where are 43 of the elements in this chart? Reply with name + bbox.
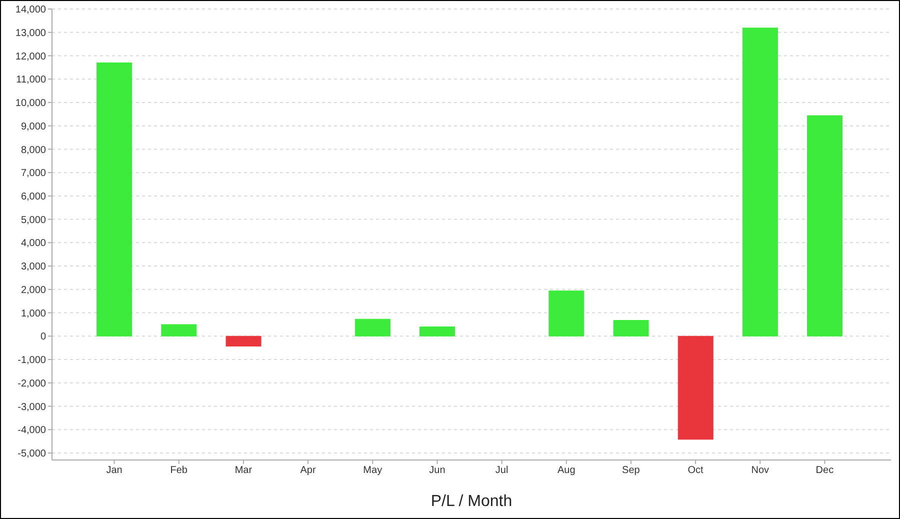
y-tick-label: 10,000 <box>15 98 46 110</box>
bar <box>613 320 649 336</box>
y-tick-label: 6,000 <box>20 191 46 202</box>
x-tick-label: Mar <box>234 465 253 476</box>
y-tick-label: 4,000 <box>20 238 46 250</box>
y-tick-label: 3,000 <box>20 262 46 273</box>
y-tick-label: 14,000 <box>15 4 46 16</box>
y-tick-label: 13,000 <box>15 28 46 39</box>
y-tick-label: 7,000 <box>20 168 46 180</box>
bar <box>678 336 714 440</box>
bar <box>807 115 843 336</box>
y-tick-label: 0 <box>40 332 46 343</box>
x-tick-label: Aug <box>557 465 576 476</box>
x-tick-label: Jul <box>495 465 508 476</box>
bar <box>96 62 132 336</box>
bar <box>161 324 197 336</box>
x-tick-label: Jan <box>106 465 122 476</box>
y-tick-label: -3,000 <box>18 402 46 413</box>
bar <box>420 326 456 336</box>
y-tick-label: -4,000 <box>18 425 46 436</box>
y-tick-label: -2,000 <box>18 378 46 390</box>
y-tick-label: 12,000 <box>15 51 46 62</box>
y-tick-label: 1,000 <box>20 308 46 320</box>
y-tick-label: -5,000 <box>18 448 46 460</box>
y-tick-label: 5,000 <box>20 214 46 226</box>
y-tick-label: 11,000 <box>16 74 46 86</box>
x-tick-label: Apr <box>300 465 316 476</box>
bar <box>226 336 262 346</box>
y-tick-label: 2,000 <box>20 284 46 296</box>
bar <box>548 290 584 336</box>
x-tick-label: Oct <box>688 465 704 476</box>
y-tick-label: -1,000 <box>18 355 46 366</box>
x-tick-label: Sep <box>622 465 640 476</box>
x-tick-label: Dec <box>816 465 834 476</box>
x-tick-label: Jun <box>429 465 446 476</box>
x-tick-label: Feb <box>170 465 188 476</box>
x-tick-label: May <box>363 465 382 476</box>
x-axis-title: P/L / Month <box>430 493 512 510</box>
bar <box>354 318 390 336</box>
bar <box>742 28 778 336</box>
x-tick-label: Nov <box>751 465 770 476</box>
y-tick-label: 8,000 <box>20 144 46 156</box>
y-tick-label: 9,000 <box>20 121 46 132</box>
